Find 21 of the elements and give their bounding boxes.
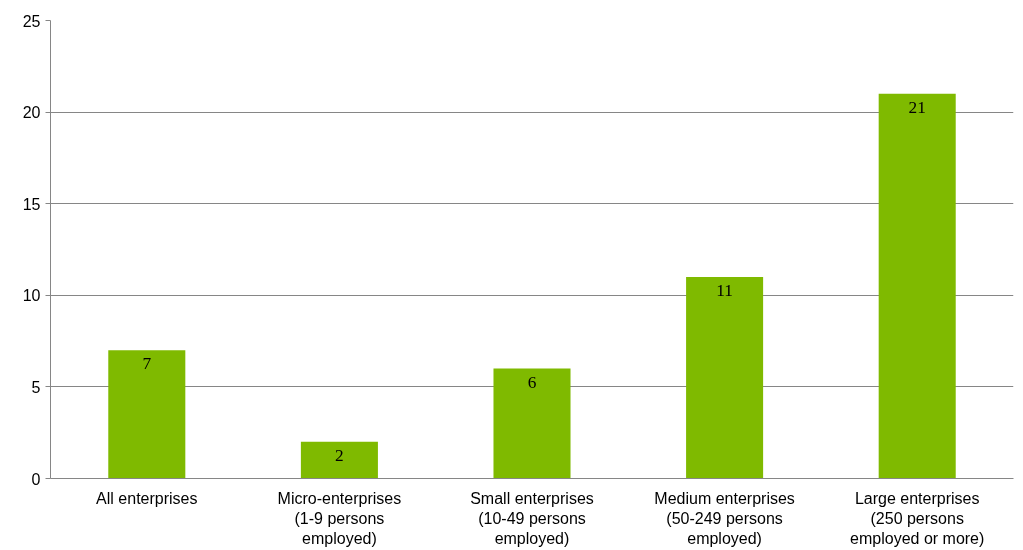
y-tick-label: 25 [22,12,41,30]
bar [108,350,186,479]
x-tick-label: Large enterprises (250 persons employed or more) [850,489,985,548]
data-label: 2 [335,445,344,465]
bar [686,276,764,479]
x-tick-label: Small enterprises (10-49 persons employed) [470,489,594,548]
bar [493,368,571,479]
data-label: 21 [908,97,926,117]
data-label: 7 [142,354,152,374]
bar [878,93,956,479]
x-tick-label: Micro-enterprises (1-9 persons employed) [277,489,402,548]
x-tick-label: Medium enterprises (50-249 persons employed) [654,489,795,548]
y-tick-label: 5 [31,378,41,396]
y-tick-label: 10 [22,287,41,305]
data-label: 6 [527,372,537,392]
bar [300,441,378,479]
y-tick-label: 0 [31,470,41,488]
y-tick-label: 20 [22,104,41,122]
y-tick-label: 15 [22,195,41,213]
x-tick-label: All enterprises [96,489,198,507]
data-label: 11 [716,280,733,300]
